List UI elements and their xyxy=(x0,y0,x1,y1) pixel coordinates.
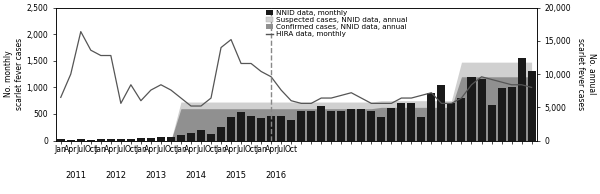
Bar xyxy=(388,108,395,141)
Legend: NNID data, monthly, Suspected cases, NNID data, annual, Confirmed cases, NNID da: NNID data, monthly, Suspected cases, NNI… xyxy=(266,10,407,37)
Text: 2013: 2013 xyxy=(145,171,166,180)
Y-axis label: No. monthly
scarlet fever cases: No. monthly scarlet fever cases xyxy=(4,38,23,110)
Bar xyxy=(117,139,125,141)
Text: 2015: 2015 xyxy=(226,171,247,180)
Bar xyxy=(488,105,496,141)
Text: 2012: 2012 xyxy=(106,171,127,180)
Bar xyxy=(147,138,155,141)
Bar xyxy=(67,139,75,141)
Bar xyxy=(457,98,466,141)
Bar xyxy=(427,93,436,141)
Bar xyxy=(77,139,85,141)
Bar xyxy=(497,88,506,141)
Bar xyxy=(448,103,455,141)
Bar xyxy=(317,106,325,141)
Bar xyxy=(217,127,225,141)
Bar xyxy=(307,111,315,141)
Bar xyxy=(137,139,145,141)
Bar xyxy=(187,133,195,141)
Bar xyxy=(177,135,185,141)
Bar xyxy=(347,109,355,141)
Bar xyxy=(97,139,105,141)
Y-axis label: No. annual
scarlet fever cases: No. annual scarlet fever cases xyxy=(577,38,596,110)
Bar xyxy=(357,109,365,141)
Bar xyxy=(157,137,165,141)
Bar xyxy=(508,87,515,141)
Bar xyxy=(197,130,205,141)
Bar xyxy=(297,111,305,141)
Bar xyxy=(227,117,235,141)
Bar xyxy=(267,116,275,141)
Bar xyxy=(418,117,425,141)
Bar xyxy=(397,103,406,141)
Text: 2014: 2014 xyxy=(185,171,206,180)
Bar xyxy=(437,85,445,141)
Text: 2011: 2011 xyxy=(65,171,86,180)
Bar xyxy=(207,134,215,141)
Bar xyxy=(277,116,285,141)
Bar xyxy=(107,139,115,141)
Bar xyxy=(247,116,255,141)
Bar xyxy=(57,139,65,141)
Bar xyxy=(237,112,245,141)
Bar xyxy=(257,118,265,141)
Bar xyxy=(478,79,485,141)
Bar xyxy=(467,77,476,141)
Text: 2016: 2016 xyxy=(266,171,287,180)
Bar xyxy=(407,103,415,141)
Bar xyxy=(287,120,295,141)
Bar xyxy=(518,58,526,141)
Bar xyxy=(377,117,385,141)
Bar xyxy=(167,137,175,141)
Bar xyxy=(527,71,536,141)
Bar xyxy=(337,111,345,141)
Bar xyxy=(327,111,335,141)
Bar xyxy=(367,111,376,141)
Bar xyxy=(87,139,95,141)
Bar xyxy=(127,139,135,141)
